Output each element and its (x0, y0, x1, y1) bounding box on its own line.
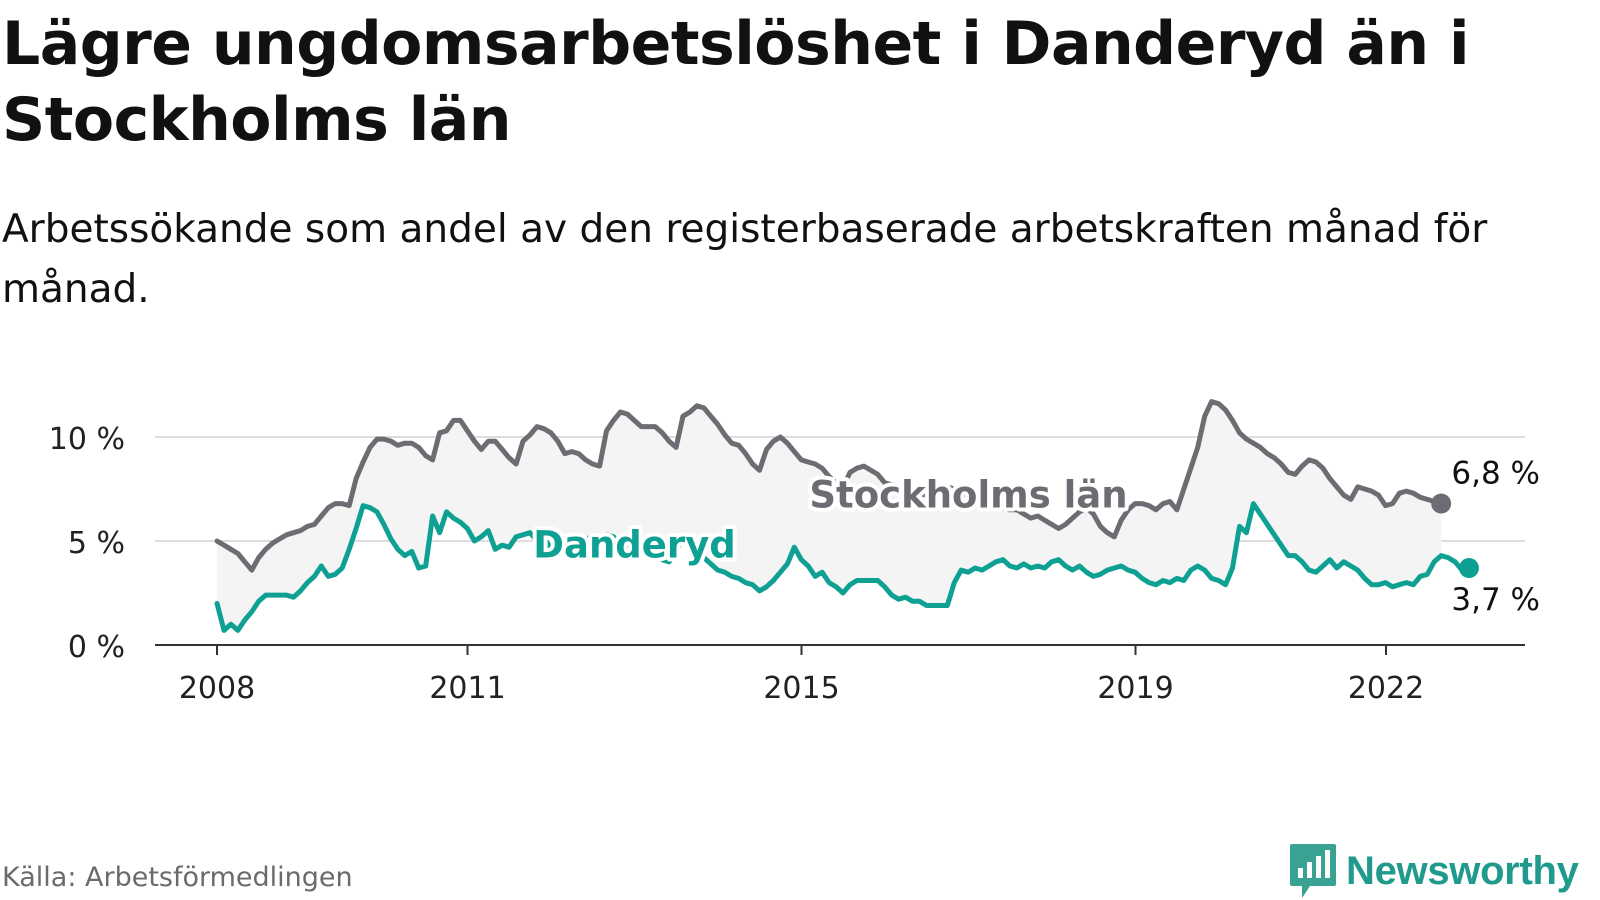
end-label-stockholm: 6,8 % (1451, 456, 1540, 492)
y-tick-label: 5 % (68, 526, 125, 561)
end-point-stockholm (1431, 493, 1452, 514)
brand-logo: Newsworthy (1288, 842, 1579, 900)
y-tick-label: 10 % (49, 422, 125, 457)
chart-subtitle: Arbetssökande som andel av den registerb… (2, 207, 1488, 312)
y-tick-label: 0 % (68, 630, 125, 665)
brand-name: Newsworthy (1346, 848, 1579, 893)
newsworthy-logo-icon (1290, 844, 1336, 898)
series-line-stockholm (214, 399, 1444, 573)
series-line-danderyd (214, 501, 1472, 633)
x-tick-label: 2022 (1348, 671, 1424, 706)
x-tick-label: 2008 (179, 671, 255, 706)
line-chart: 0 % 5 % 10 % 2008 2011 2015 2019 2022 6,8 % 3,7 … (48, 399, 1543, 706)
end-label-danderyd: 3,7 % (1451, 582, 1540, 618)
source-note: Källa: Arbetsförmedlingen (2, 862, 353, 893)
end-point-danderyd (1458, 558, 1479, 579)
chart-title: Lägre ungdomsarbetslöshet i Danderyd än … (2, 9, 1470, 155)
series-label-danderyd: Danderyd (533, 524, 735, 567)
axis-layer: 0 % 5 % 10 % 2008 2011 2015 2019 2022 (49, 422, 1525, 706)
difference-band (217, 401, 1442, 631)
series-label-stockholm: Stockholms län (809, 474, 1127, 517)
x-tick-label: 2011 (429, 671, 505, 706)
x-tick-label: 2019 (1097, 671, 1173, 706)
x-tick-label: 2015 (763, 671, 839, 706)
label-layer: 6,8 % 3,7 % Stockholms län Danderyd (529, 453, 1543, 621)
